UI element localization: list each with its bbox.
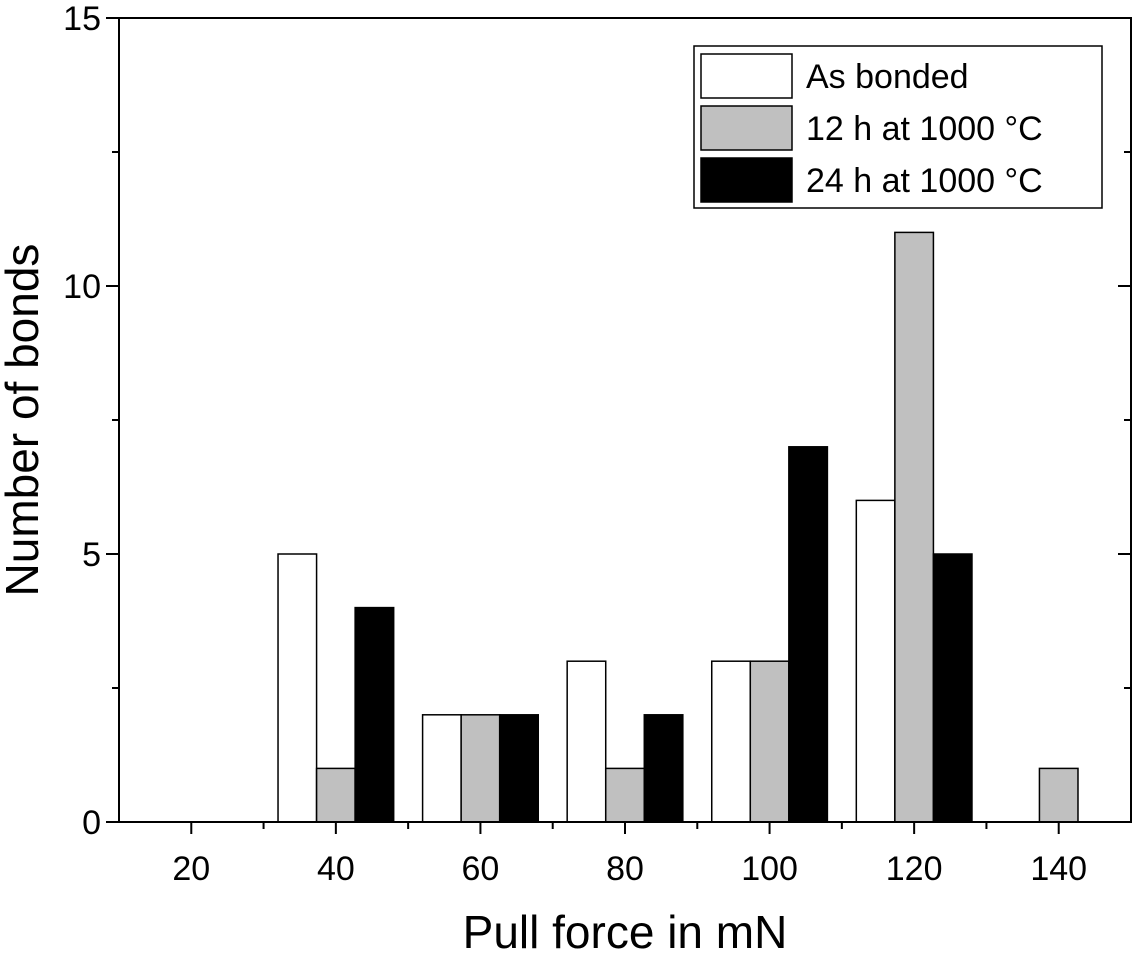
x-tick-label: 60 <box>462 850 500 888</box>
y-axis-title: Number of bonds <box>0 244 48 597</box>
legend-swatch-2 <box>700 105 793 151</box>
legend: As bonded 12 h at 1000 °C 24 h at 1000 °C <box>693 45 1103 209</box>
x-axis-title: Pull force in mN <box>463 906 788 958</box>
y-tick-label: 10 <box>63 268 101 306</box>
bars-layer <box>277 231 1079 823</box>
bar-80-series-2 <box>604 767 646 823</box>
x-tick-label: 120 <box>886 850 943 888</box>
x-tick-label: 140 <box>1030 850 1087 888</box>
bar-140-series-2 <box>1038 767 1079 823</box>
x-tick-label: 20 <box>172 850 210 888</box>
y-tick-label: 5 <box>82 536 101 574</box>
bar-40-series-1 <box>277 553 318 823</box>
x-tick-label: 40 <box>317 850 355 888</box>
legend-label-2: 12 h at 1000 °C <box>806 110 1043 148</box>
bar-120-series-3 <box>932 553 973 823</box>
axis-ticks <box>106 17 1131 834</box>
legend-label-3: 24 h at 1000 °C <box>806 162 1043 200</box>
bar-40-series-2 <box>315 767 356 823</box>
x-tick-label: 80 <box>606 850 644 888</box>
bar-100-series-1 <box>710 660 752 823</box>
bar-120-series-2 <box>894 231 935 823</box>
bar-80-series-3 <box>643 714 684 823</box>
bar-40-series-3 <box>354 606 395 823</box>
legend-label-1: As bonded <box>806 58 969 96</box>
bar-60-series-2 <box>460 714 501 823</box>
legend-swatch-1 <box>700 53 793 99</box>
bar-100-series-3 <box>788 446 829 823</box>
y-tick-label: 0 <box>82 804 101 842</box>
x-tick-label: 100 <box>741 850 798 888</box>
legend-swatch-3 <box>700 157 793 203</box>
bar-100-series-2 <box>749 660 790 823</box>
bar-60-series-3 <box>498 714 540 823</box>
y-tick-label: 15 <box>63 0 101 38</box>
bar-80-series-1 <box>566 660 607 823</box>
tick-labels: 20 40 60 80 100 120 140 0 5 10 15 <box>63 0 1087 888</box>
bar-60-series-1 <box>421 714 462 823</box>
bar-120-series-1 <box>855 499 896 823</box>
